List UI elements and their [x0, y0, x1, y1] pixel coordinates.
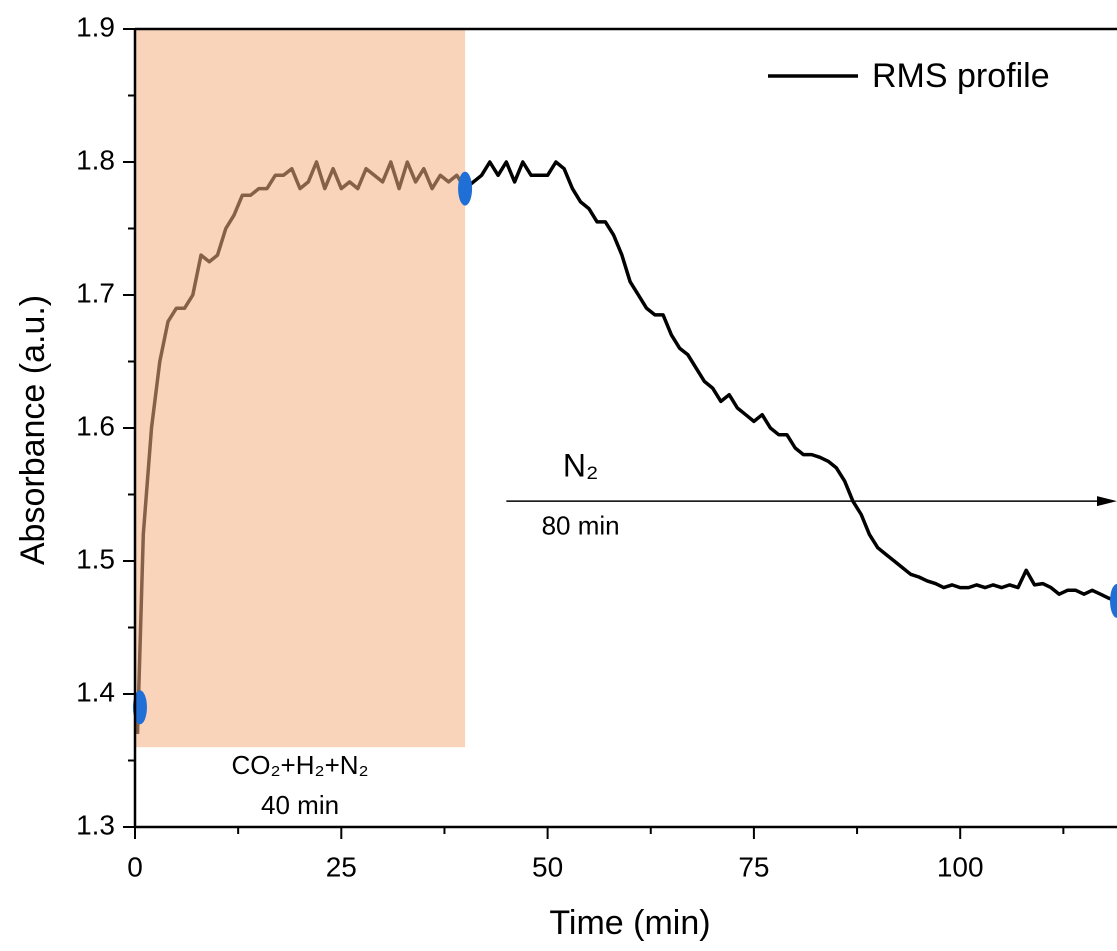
x-tick-label: 75 [738, 851, 769, 882]
marker [1110, 583, 1117, 618]
legend-label: RMS profile [872, 57, 1050, 95]
y-tick-label: 1.3 [76, 809, 115, 840]
annotation: 40 min [261, 790, 339, 820]
y-tick-label: 1.9 [76, 11, 115, 42]
y-tick-label: 1.8 [76, 144, 115, 175]
y-tick-label: 1.4 [76, 676, 115, 707]
y-axis-title: Absorbance (a.u.) [14, 295, 52, 565]
arrow-head [1097, 496, 1117, 507]
annotation: N₂ [563, 447, 599, 483]
y-tick-label: 1.6 [76, 410, 115, 441]
annotation: 80 min [542, 511, 620, 541]
x-tick-label: 100 [937, 851, 984, 882]
x-axis-title: Time (min) [549, 904, 710, 942]
y-tick-label: 1.7 [76, 277, 115, 308]
annotation: CO₂+H₂+N₂ [231, 750, 368, 780]
marker [458, 171, 473, 206]
shaded-region [135, 29, 466, 748]
marker [132, 690, 147, 725]
y-tick-label: 1.5 [76, 543, 115, 574]
x-tick-label: 50 [532, 851, 563, 882]
x-tick-label: 0 [127, 851, 143, 882]
x-tick-label: 25 [326, 851, 357, 882]
